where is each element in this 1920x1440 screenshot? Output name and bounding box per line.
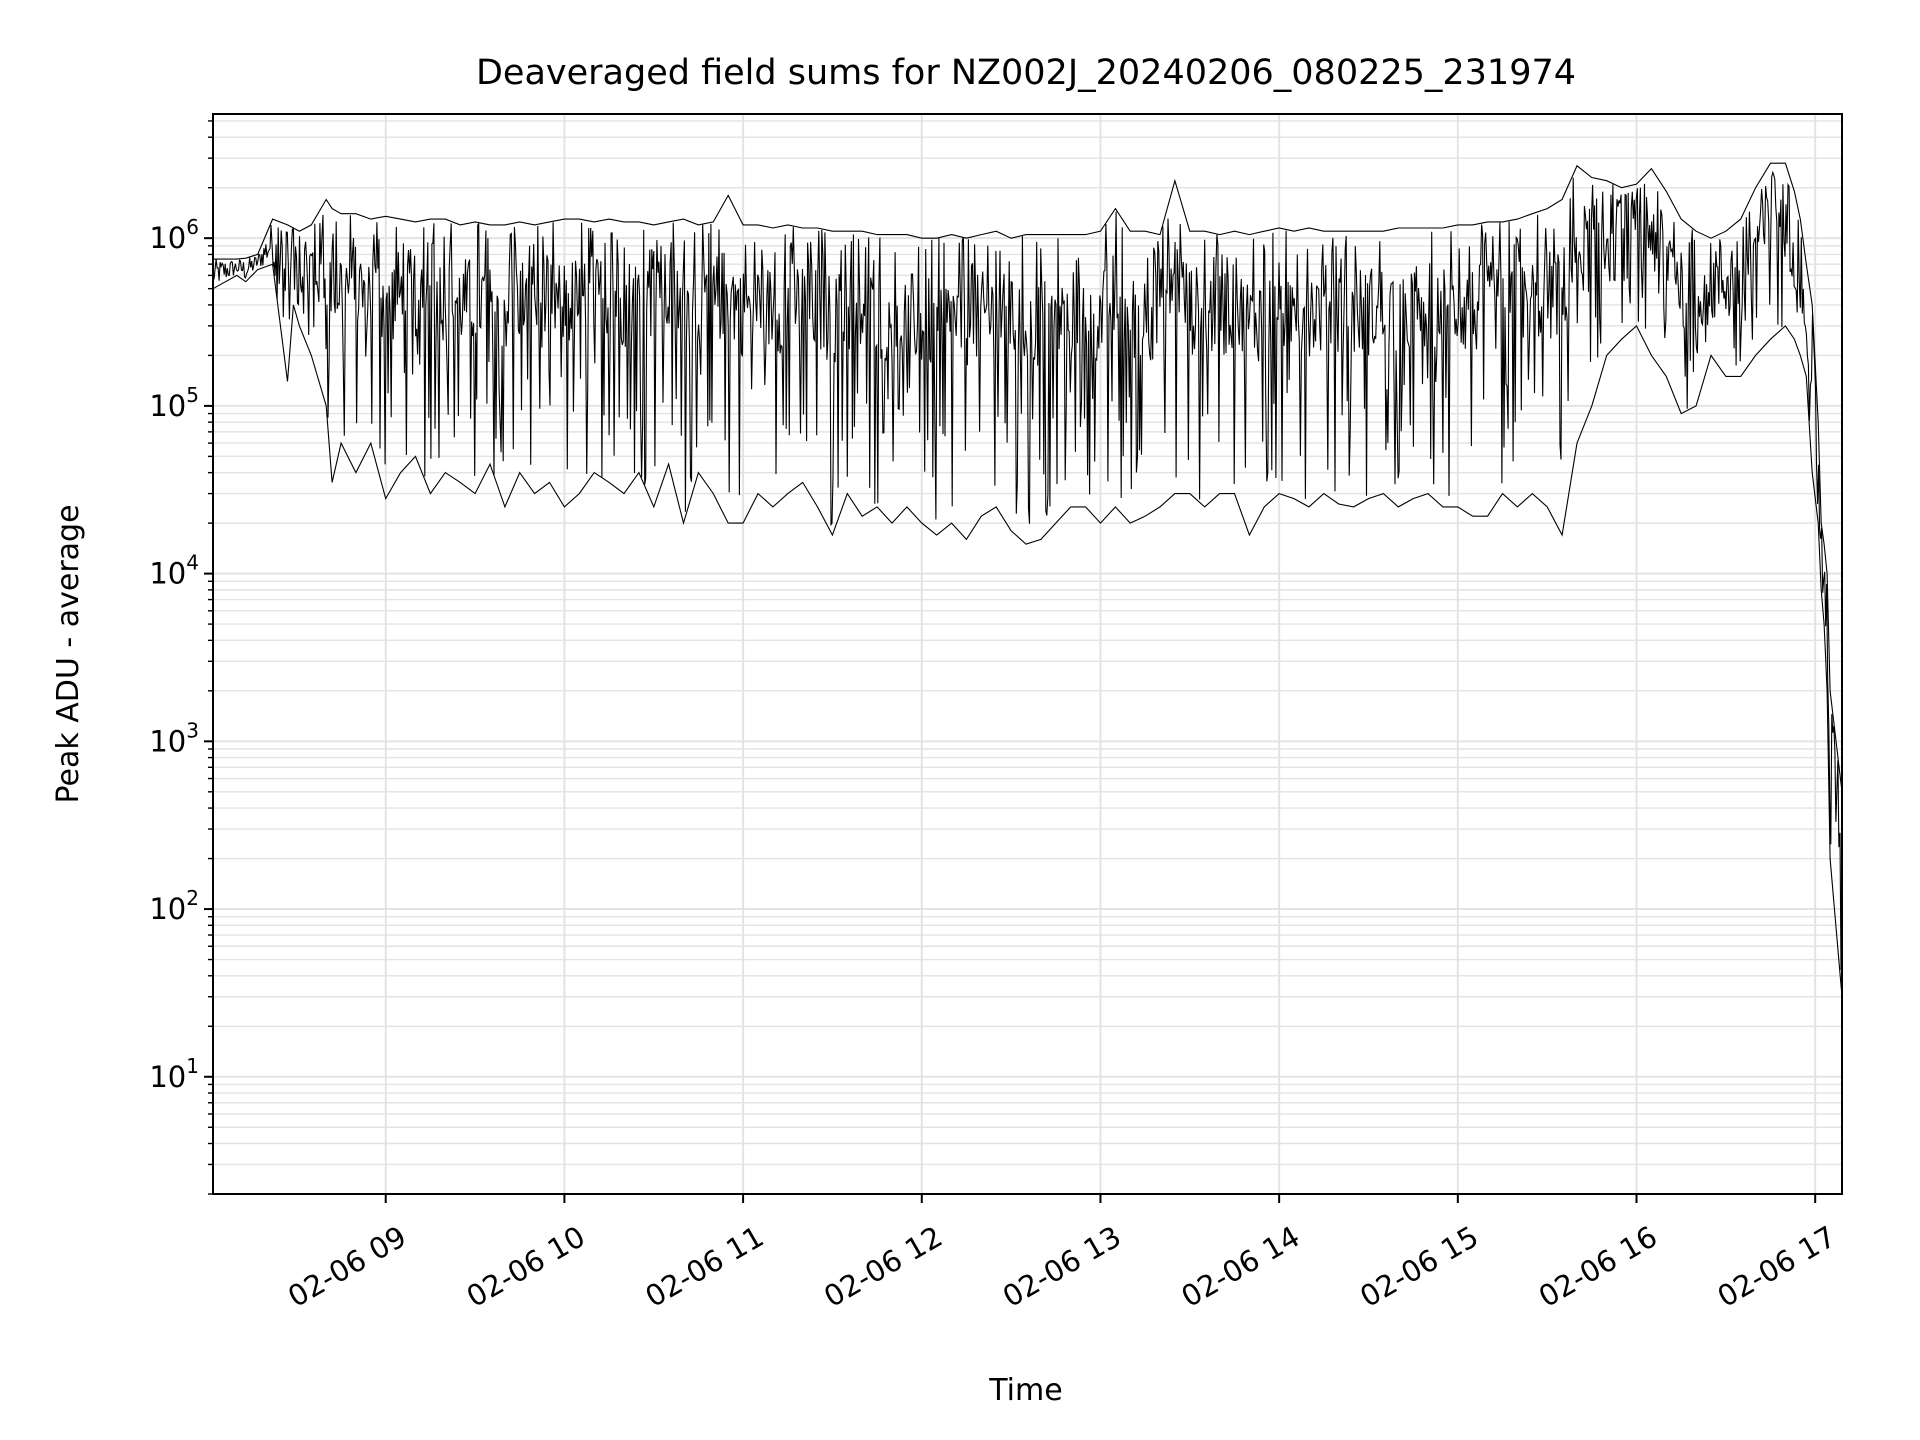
series-lower-envelope	[212, 263, 1843, 997]
x-axis-title: Time	[988, 1373, 1062, 1408]
y-tick-label: 102	[149, 886, 199, 926]
axes-frame	[212, 113, 1843, 1195]
series-upper-envelope	[213, 162, 1843, 792]
y-tick-label: 104	[149, 551, 199, 591]
y-tick-label: 106	[149, 215, 199, 255]
series-line	[212, 170, 1843, 970]
plot-area	[212, 162, 1843, 997]
y-axis-title: Peak ADU - average	[51, 504, 86, 803]
y-tick-label: 103	[149, 718, 199, 758]
y-tick-label: 101	[149, 1054, 199, 1094]
chart-title: Deaveraged field sums for NZ002J_2024020…	[476, 53, 1576, 93]
y-tick-label: 105	[149, 383, 199, 423]
